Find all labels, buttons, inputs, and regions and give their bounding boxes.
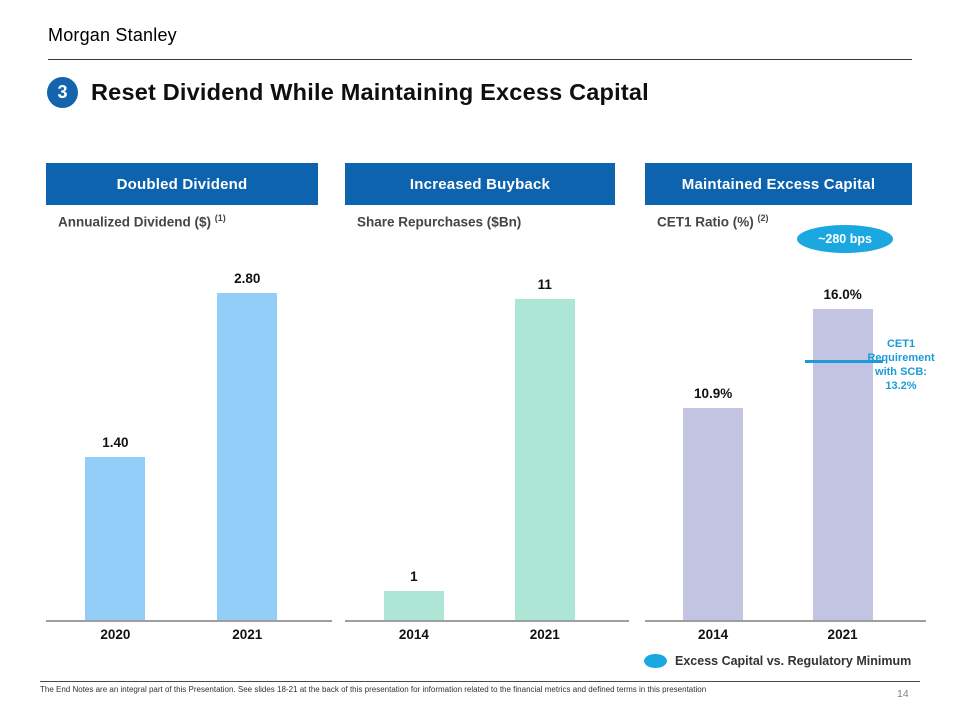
cet1-requirement-label: CET1 Requirement with SCB: 13.2% — [867, 338, 935, 392]
category-label: 2014 — [698, 627, 729, 642]
footnote-marker: (2) — [757, 213, 769, 223]
category-label: 2020 — [100, 627, 131, 642]
bar-value-label: 10.9% — [693, 386, 733, 401]
bar-2014 — [683, 408, 744, 620]
chart-subtitle: Annualized Dividend ($) (1) — [58, 213, 226, 230]
category-label: 2021 — [529, 627, 560, 642]
panel-header: Increased Buyback — [345, 163, 615, 205]
category-label: 2021 — [827, 627, 858, 642]
panel-increased-buyback: Increased Buyback Share Repurchases ($Bn… — [345, 163, 629, 668]
legend-ellipse-icon — [644, 654, 667, 668]
page-number: 14 — [897, 688, 909, 700]
bar-value-label: 1.40 — [102, 435, 129, 450]
x-axis — [645, 620, 926, 622]
chart-subtitle: Share Repurchases ($Bn) — [357, 213, 521, 230]
panel-header: Doubled Dividend — [46, 163, 318, 205]
category-axis-labels: 2020 2021 — [46, 627, 318, 647]
bar-2014 — [383, 591, 444, 620]
bar-chart-cet1: 10.9% 16.0% — [645, 270, 912, 620]
bar-value-label: 2.80 — [234, 271, 261, 286]
x-axis — [46, 620, 332, 622]
bar-value-label: 11 — [537, 277, 552, 292]
bar-value-label: 16.0% — [823, 287, 862, 302]
footnote-marker: (1) — [214, 213, 226, 223]
category-label: 2014 — [398, 627, 429, 642]
title-number-badge: 3 — [47, 77, 78, 108]
legend: Excess Capital vs. Regulatory Minimum — [644, 654, 911, 668]
morgan-stanley-logo: Morgan Stanley — [48, 25, 177, 45]
panel-doubled-dividend: Doubled Dividend Annualized Dividend ($)… — [46, 163, 332, 668]
bar-2021 — [514, 299, 575, 620]
header-divider — [48, 59, 912, 60]
legend-label: Excess Capital vs. Regulatory Minimum — [675, 654, 912, 668]
category-axis-labels: 2014 2021 — [645, 627, 912, 647]
footnote: The End Notes are an integral part of th… — [40, 681, 920, 694]
category-label: 2021 — [232, 627, 263, 642]
category-axis-labels: 2014 2021 — [345, 627, 615, 647]
subtitle-text: Share Repurchases ($Bn) — [357, 214, 522, 230]
page-title: Reset Dividend While Maintaining Excess … — [91, 79, 649, 105]
subtitle-text: CET1 Ratio (%) — [657, 214, 754, 230]
cet1-requirement-line — [805, 359, 883, 363]
subtitle-text: Annualized Dividend ($) — [58, 214, 212, 230]
x-axis — [345, 620, 629, 622]
bar-value-label: 1 — [410, 569, 418, 584]
bar-2020 — [85, 457, 146, 620]
bar-2021 — [217, 293, 278, 620]
panel-maintained-excess-capital: Maintained Excess Capital CET1 Ratio (%)… — [645, 163, 935, 668]
panel-header: Maintained Excess Capital — [645, 163, 912, 205]
title-row: 3 Reset Dividend While Maintaining Exces… — [47, 77, 649, 108]
bar-chart-buyback: 1 11 — [345, 270, 615, 620]
bar-chart-dividend: 1.40 2.80 — [46, 270, 318, 620]
bps-callout-ellipse: ~280 bps — [797, 225, 893, 253]
chart-subtitle: CET1 Ratio (%) (2) — [657, 213, 769, 230]
